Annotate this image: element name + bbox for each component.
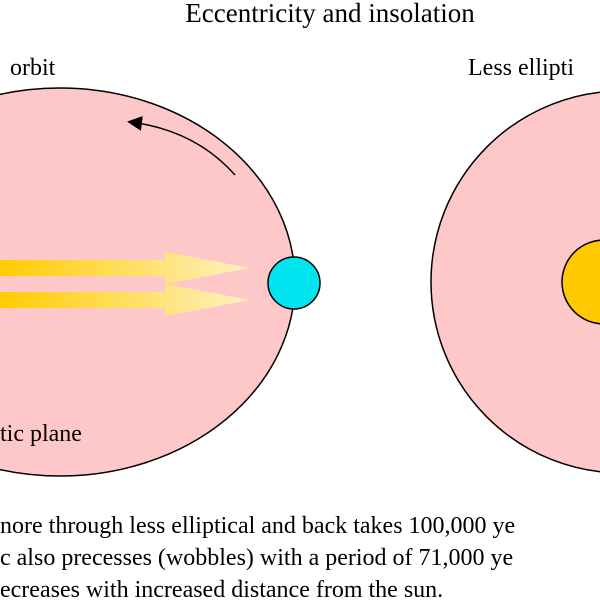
orbit-arrow xyxy=(127,116,236,176)
sunlight-beam xyxy=(0,284,250,316)
caption-line: c also precesses (wobbles) with a period… xyxy=(0,545,513,571)
plane-label: tic plane xyxy=(0,421,82,447)
sun xyxy=(561,239,600,325)
sunlight-beam xyxy=(0,252,250,284)
orbit-label: Less ellipti xyxy=(468,55,574,81)
caption-line: ecreases with increased distance from th… xyxy=(0,577,443,600)
caption-line: nore through less elliptical and back ta… xyxy=(0,513,515,539)
title: Eccentricity and insolation xyxy=(185,0,475,28)
orbit-label: orbit xyxy=(10,55,56,81)
planet xyxy=(267,256,321,310)
circular-orbit xyxy=(430,91,600,473)
elliptical-orbit xyxy=(0,87,296,477)
